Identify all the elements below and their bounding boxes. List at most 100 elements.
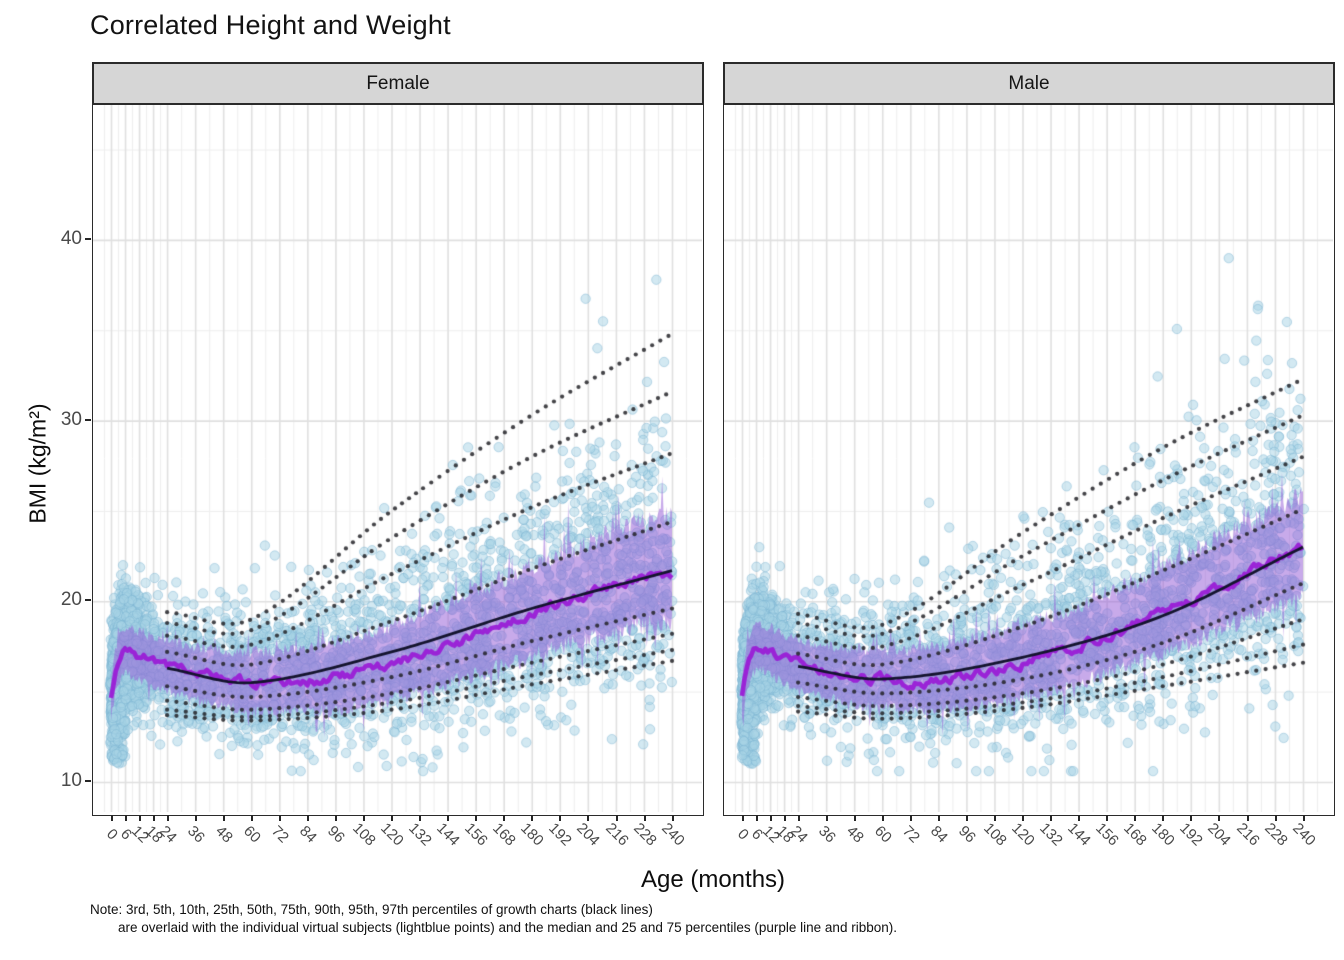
x-tick-label: 48 xyxy=(211,822,236,847)
x-tick-mark xyxy=(1022,815,1025,821)
x-tick-mark xyxy=(447,815,450,821)
x-tick-mark xyxy=(306,815,309,821)
x-tick-label: 84 xyxy=(927,822,951,847)
x-tick-label: 0 xyxy=(733,825,752,844)
x-tick-label: 144 xyxy=(1064,819,1095,850)
y-axis-title: BMI (kg/m²) xyxy=(24,403,51,524)
x-tick-label: 180 xyxy=(1148,819,1179,850)
male-panel-canvas xyxy=(724,105,1333,812)
x-tick-mark xyxy=(937,815,940,821)
x-tick-label: 240 xyxy=(1288,819,1319,850)
x-axis-title: Age (months) xyxy=(640,866,786,893)
facet-strip-female-label: Female xyxy=(366,72,430,94)
caption-note-line1: Note: 3rd, 5th, 10th, 25th, 50th, 75th, … xyxy=(90,902,653,917)
x-tick-label: 120 xyxy=(377,819,407,850)
x-tick-label: 168 xyxy=(489,819,520,850)
y-tick-mark xyxy=(85,237,91,240)
female-panel-canvas xyxy=(93,105,702,812)
x-tick-mark xyxy=(475,815,478,821)
x-tick-mark xyxy=(124,815,127,821)
plot-panel-male xyxy=(723,104,1335,816)
y-tick-label: 30 xyxy=(60,408,82,430)
x-tick-mark xyxy=(1078,815,1081,821)
x-tick-label: 120 xyxy=(1008,819,1038,850)
x-tick-label: 0 xyxy=(102,825,121,844)
x-tick-mark xyxy=(1274,815,1277,821)
caption-note: Note: 3rd, 5th, 10th, 25th, 50th, 75th, … xyxy=(90,901,897,937)
x-tick-mark xyxy=(222,815,225,821)
x-tick-mark xyxy=(615,815,618,821)
x-tick-mark xyxy=(1246,815,1249,821)
x-tick-mark xyxy=(559,815,562,821)
x-tick-mark xyxy=(531,815,534,821)
x-tick-label: 36 xyxy=(814,822,839,847)
x-tick-mark xyxy=(110,815,113,821)
x-tick-mark xyxy=(1134,815,1137,821)
x-tick-mark xyxy=(1302,815,1305,821)
x-tick-label: 96 xyxy=(955,822,979,847)
x-tick-mark xyxy=(1218,815,1221,821)
x-tick-mark xyxy=(419,815,422,821)
x-tick-label: 216 xyxy=(1232,819,1263,850)
x-tick-mark xyxy=(994,815,997,821)
x-tick-mark xyxy=(1162,815,1165,821)
x-tick-label: 84 xyxy=(296,822,320,847)
x-tick-label: 156 xyxy=(1092,819,1123,850)
y-tick-label: 40 xyxy=(60,227,82,249)
x-tick-mark xyxy=(250,815,253,821)
x-tick-mark xyxy=(138,815,141,821)
x-tick-label: 36 xyxy=(183,822,208,847)
x-tick-label: 192 xyxy=(545,819,576,850)
x-tick-label: 108 xyxy=(980,819,1010,850)
x-tick-mark xyxy=(391,815,394,821)
x-tick-mark xyxy=(152,815,155,821)
plot-panel-female xyxy=(92,104,704,816)
chart-title: Correlated Height and Weight xyxy=(90,10,451,40)
x-tick-label: 60 xyxy=(870,822,895,847)
facet-strip-male: Male xyxy=(723,62,1335,105)
x-tick-mark xyxy=(769,815,772,821)
x-tick-label: 228 xyxy=(629,819,660,850)
x-tick-label: 108 xyxy=(349,819,379,850)
x-tick-label: 24 xyxy=(155,822,180,847)
facet-strip-female: Female xyxy=(92,62,704,105)
x-tick-mark xyxy=(825,815,828,821)
caption-note-line2: are overlaid with the individual virtual… xyxy=(118,920,897,935)
x-tick-label: 156 xyxy=(461,819,492,850)
y-tick-label: 10 xyxy=(60,770,82,791)
y-tick-mark xyxy=(85,599,91,602)
x-tick-label: 240 xyxy=(657,819,688,850)
x-tick-mark xyxy=(966,815,968,821)
x-tick-mark xyxy=(783,815,786,821)
x-tick-label: 168 xyxy=(1120,819,1151,850)
x-tick-label: 24 xyxy=(786,822,811,847)
x-tick-label: 192 xyxy=(1176,819,1207,850)
x-tick-mark xyxy=(166,815,169,821)
x-tick-label: 228 xyxy=(1260,819,1291,850)
x-tick-mark xyxy=(797,815,800,821)
facet-strip-male-label: Male xyxy=(1008,72,1050,94)
x-tick-mark xyxy=(503,815,506,821)
x-tick-mark xyxy=(278,815,281,821)
x-tick-mark xyxy=(909,815,912,821)
x-tick-label: 72 xyxy=(898,822,923,847)
x-tick-mark xyxy=(643,815,646,821)
x-tick-label: 132 xyxy=(1036,819,1067,850)
x-tick-label: 144 xyxy=(433,819,464,850)
x-tick-label: 96 xyxy=(324,822,348,847)
x-tick-label: 180 xyxy=(517,819,548,850)
x-tick-label: 216 xyxy=(601,819,632,850)
x-tick-label: 132 xyxy=(405,819,436,850)
x-tick-mark xyxy=(1190,815,1193,821)
y-tick-mark xyxy=(85,780,91,782)
y-tick-mark xyxy=(85,418,91,421)
x-tick-mark xyxy=(881,815,884,821)
x-tick-mark xyxy=(853,815,856,821)
x-tick-mark xyxy=(1106,815,1109,821)
x-tick-label: 204 xyxy=(1204,819,1235,850)
x-tick-label: 72 xyxy=(267,822,292,847)
x-tick-label: 48 xyxy=(842,822,867,847)
x-tick-mark xyxy=(335,815,337,821)
x-tick-mark xyxy=(741,815,744,821)
